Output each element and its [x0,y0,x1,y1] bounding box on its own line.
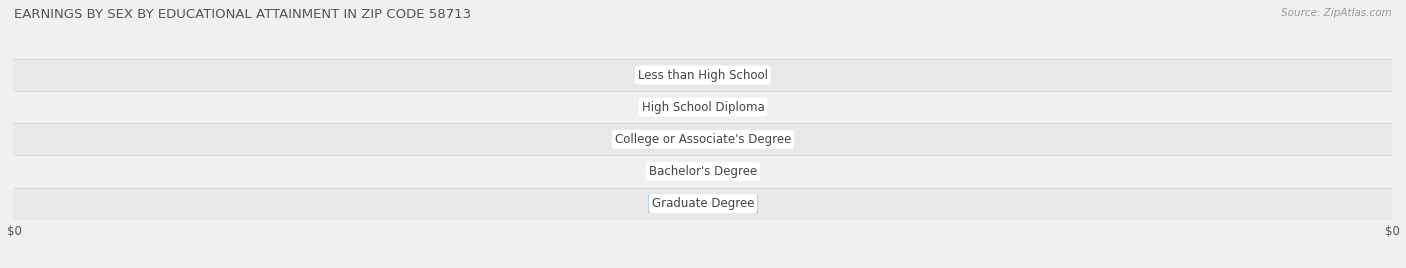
Text: $0: $0 [668,70,683,80]
Text: $0: $0 [668,199,683,209]
Bar [14,123,1392,155]
Legend: Male, Female: Male, Female [638,264,768,268]
Bar [14,59,1392,91]
Text: High School Diploma: High School Diploma [641,101,765,114]
Bar [703,131,758,148]
Text: Bachelor's Degree: Bachelor's Degree [650,165,756,178]
Bar [14,188,1392,220]
Text: College or Associate's Degree: College or Associate's Degree [614,133,792,146]
Text: Graduate Degree: Graduate Degree [652,197,754,210]
Text: $0: $0 [668,102,683,112]
Text: $0: $0 [723,102,738,112]
Bar [703,163,758,180]
Bar [703,195,758,213]
Text: Less than High School: Less than High School [638,69,768,81]
Bar [703,98,758,116]
Text: $0: $0 [723,166,738,177]
Text: $0: $0 [723,199,738,209]
Bar [14,155,1392,188]
Bar [648,98,703,116]
Text: $0: $0 [668,166,683,177]
Text: Source: ZipAtlas.com: Source: ZipAtlas.com [1281,8,1392,18]
Bar [648,66,703,84]
Bar [648,163,703,180]
Text: $0: $0 [723,70,738,80]
Text: EARNINGS BY SEX BY EDUCATIONAL ATTAINMENT IN ZIP CODE 58713: EARNINGS BY SEX BY EDUCATIONAL ATTAINMEN… [14,8,471,21]
Bar [14,91,1392,123]
Text: $0: $0 [723,134,738,144]
Text: $0: $0 [668,134,683,144]
Bar [648,131,703,148]
Bar [703,66,758,84]
Bar [648,195,703,213]
